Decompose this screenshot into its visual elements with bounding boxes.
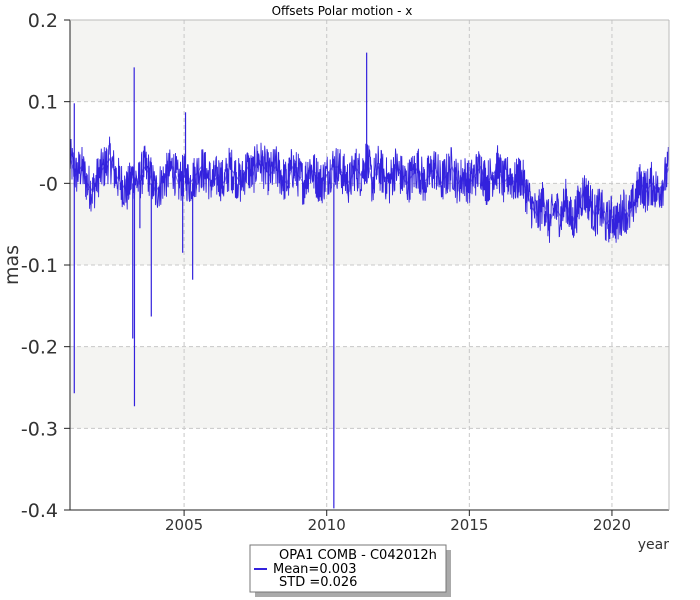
y-tick-label-4: -0.2 [21,337,58,359]
series-layer [69,52,670,509]
band-2 [70,346,669,429]
x-axis-label: year [638,537,669,553]
x-tick-label-1: 2010 [308,516,346,534]
y-tick-label-5: -0.3 [21,418,58,440]
x-tick-labels: 2005 2010 2015 2020 [165,510,631,534]
legend-std: STD =0.026 [279,575,357,590]
legend-box [249,544,447,593]
y-tick-label-3: -0.1 [21,255,58,277]
chart-title: Offsets Polar motion - x [272,4,413,18]
x-tick-label-0: 2005 [165,516,203,534]
y-tick-label-1: 0.1 [28,92,58,114]
band-0 [70,20,669,102]
y-tick-label-6: -0.4 [21,500,58,522]
y-tick-labels: 0.2 0.1 -0 -0.1 -0.2 -0.3 -0.4 [21,10,70,522]
legend-title: OPA1 COMB - C042012h [279,548,437,563]
y-tick-label-2: -0 [39,173,58,195]
x-tick-label-3: 2020 [593,516,631,534]
background-bands [70,20,669,429]
legend: OPA1 COMB - C042012h Mean=0.003 STD =0.0… [249,544,451,597]
x-tick-label-2: 2015 [450,516,488,534]
legend-mean: Mean=0.003 [273,562,357,577]
y-axis-label: mas [1,245,23,285]
y-tick-label-0: 0.2 [28,10,58,32]
series-line-0 [69,136,670,243]
